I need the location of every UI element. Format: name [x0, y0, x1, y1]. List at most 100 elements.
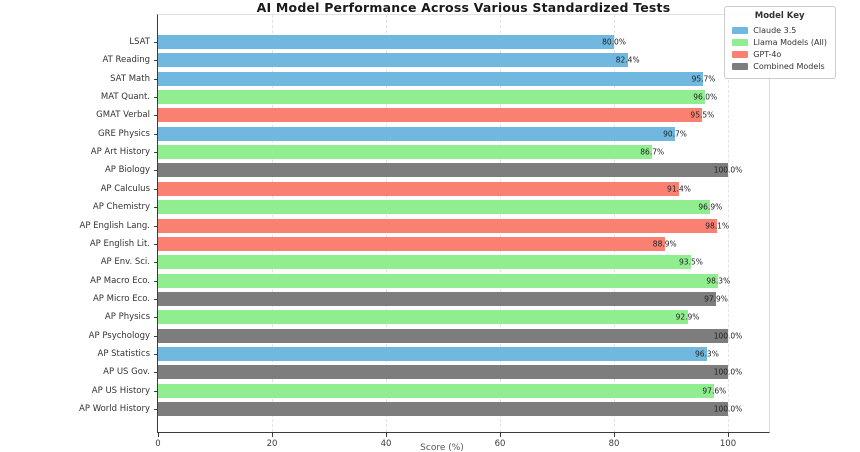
bar-row: AP Env. Sci. 93.5% [101, 255, 769, 270]
category-label: MAT Quant. [100, 92, 150, 103]
value-label: 95.7% [691, 74, 716, 84]
y-axis-tick [154, 243, 158, 245]
bar-row: SAT Math 95.7% [110, 71, 769, 86]
category-label: AP Art History [90, 147, 150, 158]
category-label: AP US History [91, 385, 150, 396]
value-label: 97.6% [702, 386, 727, 396]
category-label: GRE Physics [97, 128, 150, 139]
y-axis-tick [154, 280, 158, 282]
legend-entry: Combined Models [732, 60, 827, 72]
bar [158, 90, 706, 105]
claude-swatch [732, 26, 749, 34]
value-label: 100.0% [713, 367, 743, 377]
bar [158, 346, 707, 361]
bar-row: AP Physics 92.9% [105, 310, 769, 325]
bar [158, 35, 614, 49]
y-axis-tick [154, 188, 158, 190]
category-label: AP US Gov. [103, 367, 150, 378]
value-label: 80.0% [602, 37, 626, 47]
legend-entry: GPT-4o [732, 48, 827, 60]
bar [158, 181, 679, 196]
bar-row: MAT Quant. 96.0% [101, 90, 769, 105]
value-label: 98.3% [706, 276, 731, 286]
value-label: 90.7% [663, 129, 687, 139]
value-label: 86.7% [640, 147, 665, 157]
bar-row: AP Micro Eco. 97.9% [93, 291, 769, 306]
category-label: AP Psychology [88, 330, 150, 341]
legend-entry-label: Llama Models (All) [753, 37, 827, 47]
bar [158, 365, 728, 380]
y-axis-tick [154, 372, 158, 374]
chart-title: AI Model Performance Across Various Stan… [256, 0, 671, 15]
plot-area: 0 20 40 60 80 100 LSAT 80.0% AT Reading 82.4% SAT … [79, 14, 770, 449]
bar [158, 200, 711, 215]
bar-row: GMAT Verbal 95.5% [96, 108, 769, 123]
bar-row: AP Statistics 96.3% [98, 346, 769, 361]
value-label: 91.4% [667, 184, 691, 194]
value-label: 97.9% [704, 294, 728, 304]
bar [158, 108, 703, 123]
category-label: AT Reading [102, 55, 150, 66]
x-tick-label: 40 [380, 439, 392, 449]
legend-entry-label: Combined Models [753, 61, 825, 71]
value-label: 96.0% [693, 92, 718, 102]
x-axis-tick [158, 432, 159, 437]
x-axis-tick [614, 432, 615, 437]
bar [158, 163, 728, 178]
y-axis-tick [154, 78, 158, 80]
bar-row: GRE Physics 90.7% [98, 126, 769, 141]
category-label: AP Micro Eco. [92, 293, 150, 304]
y-axis-tick [154, 390, 158, 392]
y-axis-tick [154, 115, 158, 117]
value-label: 100.0% [713, 331, 743, 341]
value-label: 95.5% [690, 110, 715, 120]
value-label: 82.4% [615, 55, 640, 65]
bar-row: AP Psychology 100.0% [89, 328, 769, 343]
bar [158, 273, 719, 288]
y-axis-tick [154, 170, 158, 172]
bar-row: AP English Lit. 88.9% [90, 236, 769, 251]
bar-row: AP US Gov. 100.0% [103, 365, 769, 380]
value-label: 88.9% [652, 239, 677, 249]
y-axis-tick [154, 60, 158, 62]
category-label: AP English Lang. [79, 220, 150, 231]
bar-row: AP Chemistry 96.9% [93, 200, 769, 215]
value-label: 96.3% [694, 349, 719, 359]
legend: Model Key Claude 3.5 Llama Models (All) GP… [724, 6, 836, 79]
x-tick-label: 60 [494, 439, 506, 449]
bar [158, 126, 675, 141]
bar-row: AP Art History 86.7% [91, 145, 769, 160]
bar-row: AP Calculus 91.4% [101, 181, 769, 196]
bar [158, 218, 718, 233]
y-axis-tick [154, 317, 158, 319]
value-label: 100.0% [713, 404, 743, 414]
legend-entry: Llama Models (All) [732, 36, 827, 48]
y-axis-tick [154, 207, 158, 209]
category-label: AP English Lit. [89, 238, 150, 249]
x-axis-tick [386, 432, 387, 437]
category-label: AP Biology [104, 165, 150, 176]
category-label: LSAT [129, 37, 150, 47]
bar [158, 145, 653, 160]
bar-row: LSAT 80.0% [129, 35, 769, 49]
category-label: AP Calculus [100, 183, 150, 194]
category-label: SAT Math [110, 73, 150, 84]
x-axis-tick [272, 432, 273, 437]
y-axis-tick [154, 409, 158, 410]
legend-entries: Claude 3.5 Llama Models (All) GPT-4o Combin… [732, 24, 827, 72]
y-axis-tick [154, 133, 158, 135]
y-axis-tick [154, 298, 158, 300]
y-axis-tick [154, 335, 158, 337]
combined-swatch [732, 62, 749, 70]
bar [158, 402, 728, 416]
bar-row: AP US History 97.6% [92, 383, 769, 398]
legend-title: Model Key [754, 11, 805, 21]
bar-row: AP Macro Eco. 98.3% [90, 273, 769, 288]
bar [158, 291, 717, 306]
gpt4o-swatch [732, 50, 749, 58]
llama-swatch [732, 38, 749, 46]
category-label: AP Statistics [97, 348, 151, 359]
bar [158, 53, 628, 68]
value-label: 100.0% [713, 165, 743, 175]
